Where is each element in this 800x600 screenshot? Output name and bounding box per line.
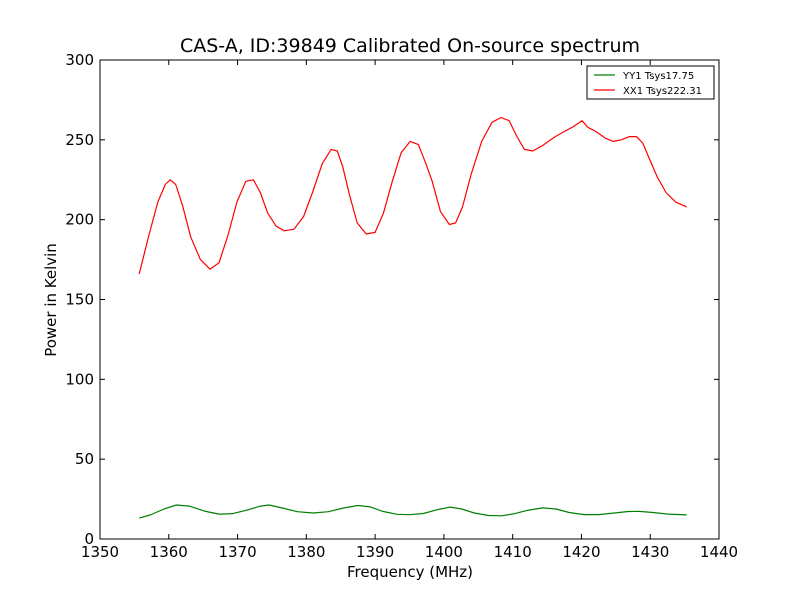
series-line-2 <box>138 116 687 275</box>
x-tick-label: 1410 <box>494 543 532 561</box>
y-tick-label: 250 <box>65 131 94 149</box>
x-tick-label: 1420 <box>562 543 600 561</box>
legend: YY1 Tsys17.75 XX1 Tsys222.31 <box>586 65 715 100</box>
y-tick-label: 0 <box>84 530 94 548</box>
x-tick-label: 1350 <box>81 543 119 561</box>
x-tick-label: 1400 <box>425 543 463 561</box>
y-tick-label: 150 <box>65 291 94 309</box>
x-axis-label: Frequency (MHz) <box>347 563 473 581</box>
legend-label-1: YY1 Tsys17.75 <box>622 71 694 82</box>
x-tick-label: 1430 <box>631 543 669 561</box>
x-tick-label: 1440 <box>700 543 738 561</box>
y-tick-label: 300 <box>65 51 94 69</box>
x-tick-label: 1390 <box>356 543 394 561</box>
x-tick-label: 1370 <box>218 543 256 561</box>
chart-title: CAS-A, ID:39849 Calibrated On-source spe… <box>180 35 640 57</box>
legend-box <box>586 65 715 100</box>
y-axis-label: Power in Kelvin <box>42 243 60 357</box>
series-line-1 <box>139 504 687 519</box>
y-tick-label: 200 <box>65 211 94 229</box>
y-tick-label: 100 <box>65 370 94 388</box>
plot-area: 1350 1360 1370 1380 1390 1400 1410 1420 1430 1440… <box>65 51 738 561</box>
legend-label-2: XX1 Tsys222.31 <box>623 86 702 97</box>
x-tick-label: 1360 <box>150 543 188 561</box>
x-tick-label: 1380 <box>287 543 325 561</box>
y-tick-label: 50 <box>75 450 94 468</box>
